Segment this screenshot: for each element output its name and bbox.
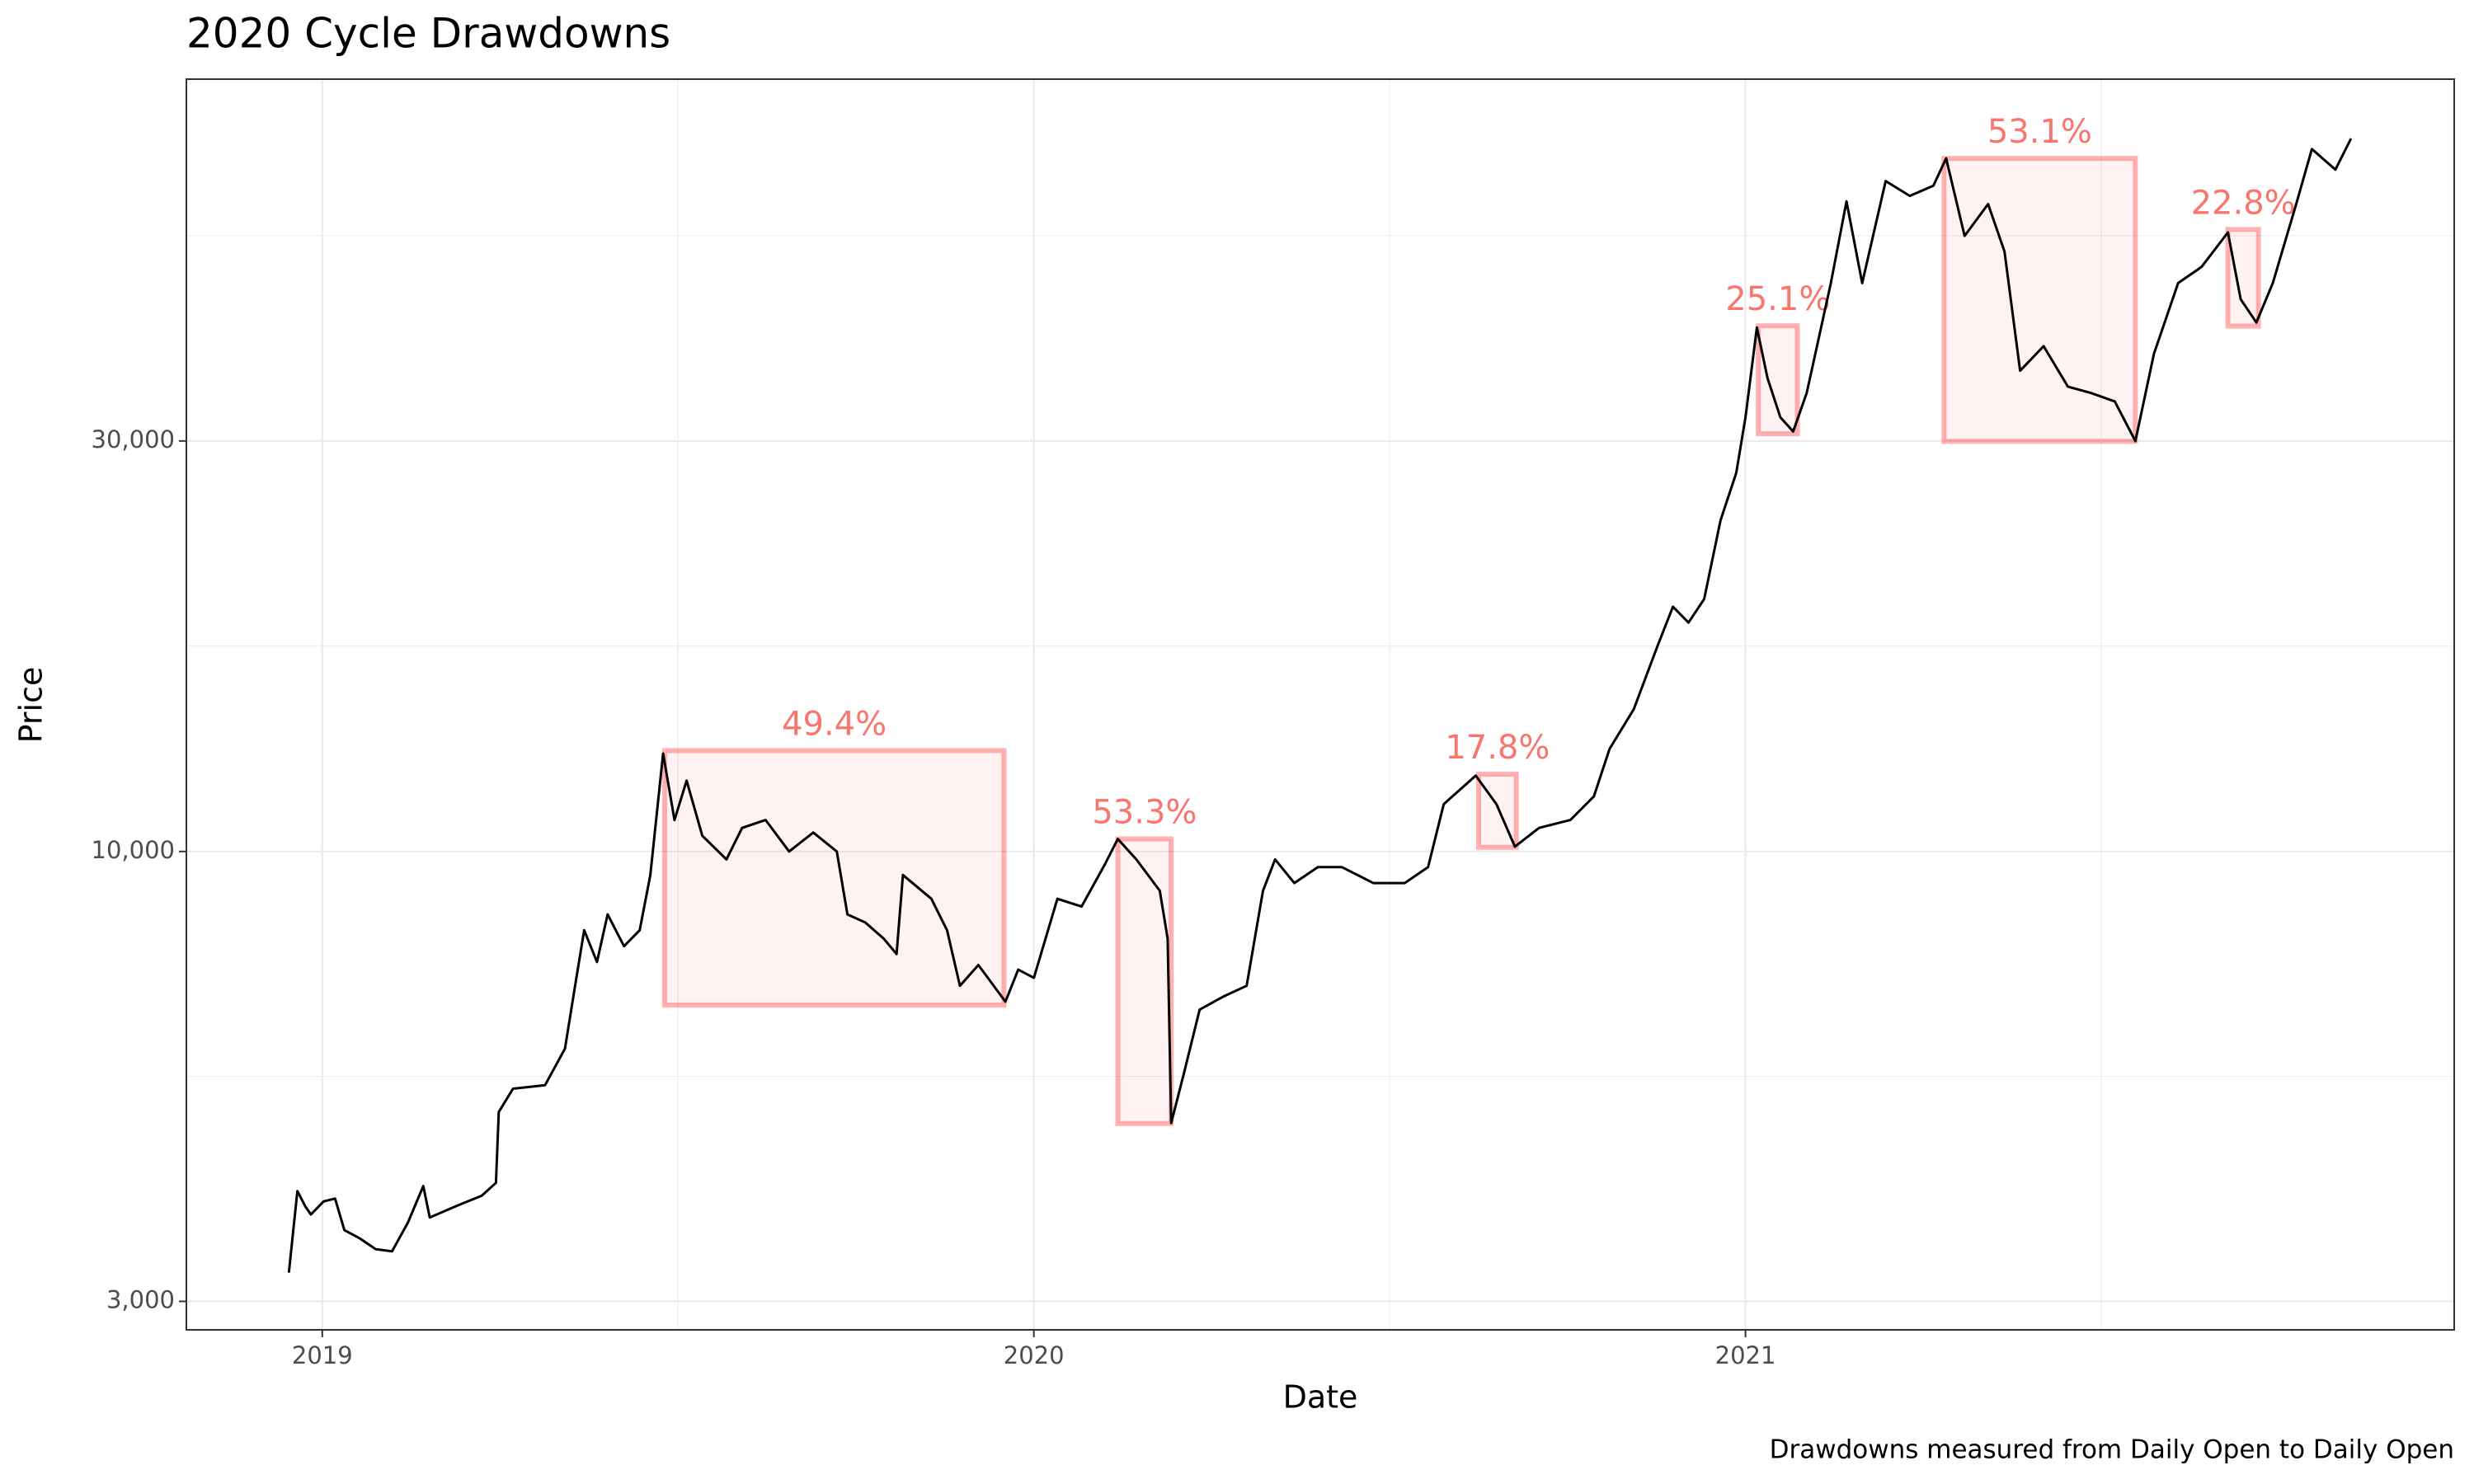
drawdown-label: 49.4% (782, 705, 887, 743)
plot-background (186, 79, 2454, 1330)
x-tick-label: 2021 (1715, 1341, 1776, 1369)
drawdown-box (1941, 156, 2138, 444)
drawdown-box (1756, 323, 1800, 437)
x-axis-title: Date (1283, 1379, 1358, 1416)
drawdown-label: 22.8% (2191, 184, 2296, 222)
x-tick-label: 2020 (1004, 1341, 1065, 1369)
price-line (287, 138, 2353, 1273)
y-tick-label: 3,000 (106, 1285, 175, 1313)
panel-border (186, 78, 2455, 1331)
drawdown-label: 53.1% (1987, 113, 2092, 151)
y-tick-label: 30,000 (92, 425, 175, 453)
drawdown-box (1115, 836, 1174, 1126)
y-tick-label: 10,000 (92, 836, 175, 864)
drawdown-label: 53.3% (1092, 794, 1197, 832)
drawdown-box (661, 748, 1007, 1008)
chart-title: 2020 Cycle Drawdowns (186, 10, 670, 58)
drawdown-label: 25.1% (1725, 280, 1830, 318)
y-axis-title: Price (13, 667, 49, 744)
drawdown-label: 17.8% (1445, 729, 1550, 767)
drawdown-box (2225, 227, 2261, 329)
x-tick-label: 2019 (292, 1341, 353, 1369)
caption: Drawdowns measured from Daily Open to Da… (1770, 1435, 2454, 1465)
